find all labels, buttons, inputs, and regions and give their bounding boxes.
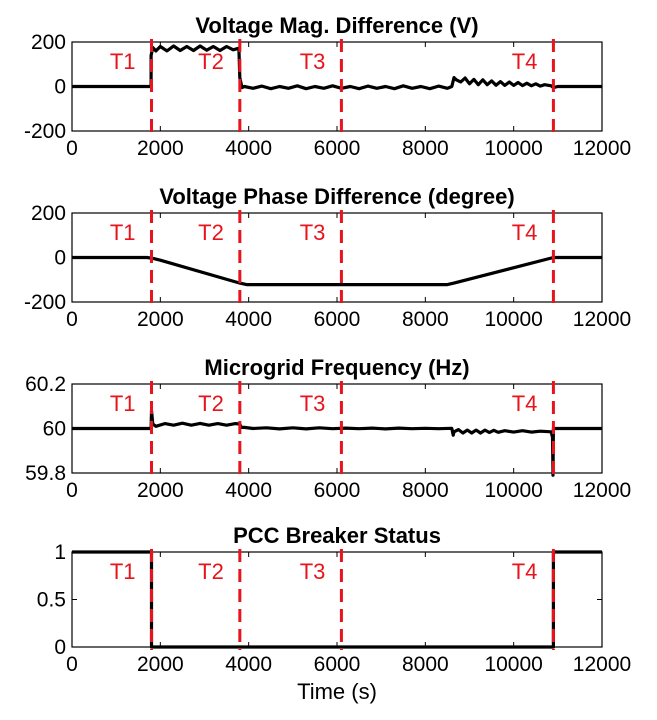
y-tick-label: 60.2 — [25, 373, 66, 396]
x-tick-label: 10000 — [484, 653, 542, 676]
x-tick-label: 8000 — [402, 308, 449, 331]
y-tick-label: 1 — [54, 541, 66, 564]
event-marker-label-t2: T2 — [198, 220, 224, 245]
y-tick-label: 0 — [54, 76, 66, 99]
y-tick-label: 59.8 — [25, 462, 66, 485]
event-marker-label-t4: T4 — [512, 220, 538, 245]
x-tick-label: 4000 — [225, 137, 272, 160]
event-marker-label-t2: T2 — [198, 391, 224, 416]
chart-title-1: Voltage Mag. Difference (V) — [195, 13, 478, 38]
x-tick-label: 8000 — [402, 137, 449, 160]
x-tick-label: 6000 — [314, 137, 361, 160]
y-tick-label: 0.5 — [37, 589, 66, 612]
x-tick-label: 0 — [66, 653, 78, 676]
event-marker-label-t3: T3 — [300, 391, 326, 416]
event-marker-label-t3: T3 — [300, 49, 326, 74]
x-tick-label: 2000 — [137, 653, 184, 676]
series-line-4 — [72, 550, 602, 649]
x-axis-label: Time (s) — [297, 679, 377, 704]
x-tick-label: 8000 — [402, 653, 449, 676]
x-tick-label: 8000 — [402, 479, 449, 502]
x-tick-label: 6000 — [314, 308, 361, 331]
event-marker-label-t4: T4 — [512, 391, 538, 416]
event-marker-label-t2: T2 — [198, 49, 224, 74]
x-tick-label: 2000 — [137, 308, 184, 331]
x-tick-label: 12000 — [573, 137, 631, 160]
x-tick-label: 4000 — [225, 653, 272, 676]
x-tick-label: 0 — [66, 137, 78, 160]
event-marker-label-t4: T4 — [512, 559, 538, 584]
x-tick-label: 12000 — [573, 308, 631, 331]
series-line-1 — [72, 44, 602, 91]
y-tick-label: -200 — [24, 291, 66, 314]
event-marker-label-t1: T1 — [110, 49, 136, 74]
x-tick-label: 4000 — [225, 308, 272, 331]
y-tick-label: 200 — [31, 202, 66, 225]
x-tick-label: 2000 — [137, 479, 184, 502]
chart-title-2: Voltage Phase Difference (degree) — [159, 184, 514, 209]
x-tick-label: 12000 — [573, 479, 631, 502]
x-tick-label: 6000 — [314, 479, 361, 502]
y-tick-label: 0 — [54, 636, 66, 659]
x-tick-label: 10000 — [484, 137, 542, 160]
x-tick-label: 6000 — [314, 653, 361, 676]
event-marker-label-t2: T2 — [198, 559, 224, 584]
event-marker-label-t3: T3 — [300, 220, 326, 245]
event-marker-label-t1: T1 — [110, 220, 136, 245]
chart-title-3: Microgrid Frequency (Hz) — [204, 355, 469, 380]
y-tick-label: 0 — [54, 247, 66, 270]
x-tick-label: 0 — [66, 308, 78, 331]
x-tick-label: 2000 — [137, 137, 184, 160]
y-tick-label: 60 — [43, 418, 66, 441]
event-marker-label-t1: T1 — [110, 391, 136, 416]
y-tick-label: -200 — [24, 120, 66, 143]
event-marker-label-t3: T3 — [300, 559, 326, 584]
x-tick-label: 10000 — [484, 308, 542, 331]
y-tick-label: 200 — [31, 31, 66, 54]
x-tick-label: 0 — [66, 479, 78, 502]
chart-title-4: PCC Breaker Status — [233, 523, 441, 548]
x-tick-label: 4000 — [225, 479, 272, 502]
series-line-3 — [72, 409, 602, 477]
x-tick-label: 10000 — [484, 479, 542, 502]
event-marker-label-t4: T4 — [512, 49, 538, 74]
x-tick-label: 12000 — [573, 653, 631, 676]
event-marker-label-t1: T1 — [110, 559, 136, 584]
